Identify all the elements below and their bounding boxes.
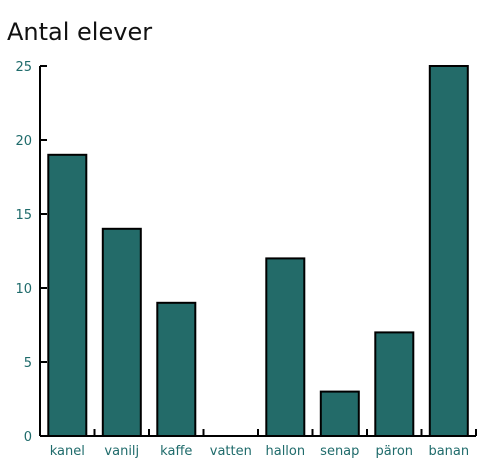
x-tick-label: vatten — [210, 444, 252, 459]
x-tick-label: banan — [428, 444, 469, 459]
x-tick-label: hallon — [265, 444, 305, 459]
y-tick-label: 5 — [24, 356, 32, 371]
x-tick-label: vanilj — [104, 444, 139, 459]
chart-title: Antal elever — [7, 18, 152, 46]
x-tick-label: päron — [376, 444, 413, 459]
y-tick-label: 10 — [15, 282, 32, 297]
y-tick-label: 20 — [15, 134, 32, 149]
x-axis: kanel vanilj kaffe vatten hallon senap päron ba… — [40, 429, 477, 459]
bar-kanel — [47, 153, 88, 438]
y-tick-label: 25 — [15, 60, 32, 75]
y-tick-label: 0 — [24, 430, 32, 445]
bar-banan — [428, 65, 469, 437]
x-tick-label: kanel — [50, 444, 85, 459]
bar-vanilj — [101, 227, 142, 437]
x-tick-label: senap — [320, 444, 359, 459]
bar-kaffe — [156, 301, 197, 437]
x-tick-label: kaffe — [160, 444, 192, 459]
bar-päron — [374, 331, 415, 437]
bar-hallon — [265, 257, 306, 437]
bars-group — [47, 65, 469, 438]
bar-senap — [319, 390, 360, 438]
y-axis: 0 5 10 15 20 25 — [15, 60, 47, 445]
y-tick-label: 15 — [15, 208, 32, 223]
